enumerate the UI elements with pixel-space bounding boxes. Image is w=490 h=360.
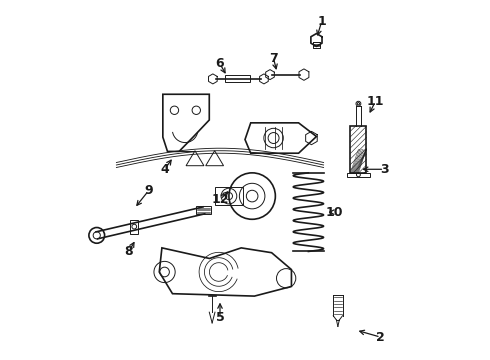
- Text: 12: 12: [211, 193, 229, 206]
- Text: 1: 1: [318, 14, 326, 27]
- Text: 8: 8: [124, 245, 133, 258]
- Text: 11: 11: [367, 95, 384, 108]
- Text: 9: 9: [144, 184, 153, 197]
- Bar: [215, 187, 243, 205]
- Bar: [347, 173, 369, 177]
- Text: 10: 10: [325, 206, 343, 219]
- Text: 3: 3: [380, 163, 389, 176]
- Text: 4: 4: [160, 163, 169, 176]
- Bar: [130, 220, 138, 234]
- Bar: [350, 126, 367, 173]
- Text: 5: 5: [216, 311, 224, 324]
- Bar: [225, 75, 250, 82]
- Text: 6: 6: [216, 57, 224, 71]
- Text: 2: 2: [376, 331, 385, 344]
- Text: 7: 7: [269, 52, 278, 65]
